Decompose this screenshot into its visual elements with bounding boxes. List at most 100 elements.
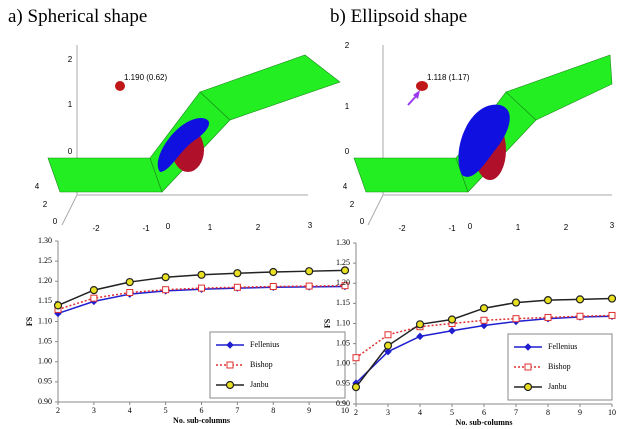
marker [608,311,616,319]
z-tick-label: 0 [68,147,73,156]
marker [233,283,241,291]
x-tick-label: 3 [308,221,313,230]
marker [125,277,134,287]
y-tick-label: 1.30 [336,238,350,247]
x-tick-label: 2 [564,223,569,232]
legend-marker [523,382,533,392]
annotation: 1.190 (0.62) [124,73,167,82]
x-tick-label: 5 [450,408,454,417]
x-axis-label: No. sub-columns [456,418,513,427]
marker [126,289,134,297]
line-chart: 0.90 0.95 1.00 1.05 1.10 1.15 1.20 1.25 1.30 2 3 4 5… [323,238,617,427]
marker [384,331,392,339]
x-tick-label: 4 [418,408,422,417]
x-tick-label: 3 [386,408,390,417]
x-tick-label: 1 [208,223,213,232]
x-tick-label: 0 [468,222,473,231]
center-marker [115,81,125,91]
x-tick-label: 4 [128,406,132,415]
x-tick-label: 10 [608,408,616,417]
legend: Fellenius Bishop Janbu [507,333,613,401]
y-tick-label: 1.15 [38,296,52,305]
y-tick-label: 0.90 [336,399,350,408]
y-axis [367,194,384,226]
legend-marker [524,363,532,371]
x-tick-label: 2 [354,408,358,417]
marker [161,273,170,282]
x-tick-label: -2 [398,224,406,233]
panel-title: b) Ellipsoid shape [330,6,467,27]
y-tick-label: 0 [360,217,365,226]
annotation: 1.118 (1.17) [427,73,470,82]
x-tick-label: 2 [56,406,60,415]
y-tick-label: 1.20 [38,276,52,285]
ground-low [353,157,469,193]
x-tick-label: 5 [164,406,168,415]
legend-label: Fellenius [548,342,577,351]
panel-title: a) Spherical shape [8,6,147,27]
y-tick-label: 4 [35,182,40,191]
marker [90,294,98,302]
legend-label: Fellenius [250,340,279,349]
ground-high [199,54,341,121]
z-tick-label: 2 [68,55,73,64]
x-tick-label: 3 [92,406,96,415]
legend: Fellenius Bishop Janbu [209,331,346,399]
marker [352,354,360,362]
y-tick-label: 0.95 [38,377,52,386]
y-tick-label: 1.25 [38,256,52,265]
y-tick-label: 0.95 [336,379,350,388]
legend-label: Bishop [250,360,273,369]
scene-b: 1.118 (1.17) [353,45,613,226]
y-tick-label: 1.20 [336,278,350,287]
x-tick-label: 0 [166,222,171,231]
marker [544,313,552,321]
x-tick-label: 7 [514,408,518,417]
slip-body [458,104,510,177]
legend-marker [225,380,235,390]
marker [383,341,393,350]
marker [511,298,521,307]
y-tick-label: 1.05 [38,336,52,345]
x-tick-label: -1 [142,224,150,233]
y-tick-label: 0 [53,217,58,226]
legend-marker [524,343,532,351]
y-tick-label: 1.10 [336,318,350,327]
y-axis-label: FS [323,318,332,328]
x-tick-label: 10 [341,406,349,415]
x-tick-label: 9 [307,406,311,415]
arrow-head [413,90,420,99]
legend-label: Janbu [250,380,269,389]
marker [384,347,392,356]
marker [607,294,617,303]
z-tick-label: 1 [68,100,73,109]
marker [233,269,242,278]
x-tick-label: -1 [448,224,456,233]
marker [575,295,585,304]
legend-label: Janbu [548,382,567,391]
y-tick-label: 1.00 [336,359,350,368]
y-tick-label: 1.25 [336,258,350,267]
marker [340,266,350,275]
marker [512,315,520,323]
x-tick-label: 1 [516,223,521,232]
y-tick-label: 4 [343,182,348,191]
marker [543,296,553,305]
y-axis-label: FS [25,316,34,326]
x-tick-label: 7 [235,406,239,415]
marker [448,327,456,335]
ground-high [505,54,613,121]
marker [197,270,206,279]
x-tick-label: 3 [610,221,615,230]
y-axis [61,194,78,226]
z-tick-label: 0 [345,147,350,156]
x-tick-label: -2 [92,224,100,233]
y-tick-label: 1.10 [38,316,52,325]
x-tick-label: 6 [482,408,486,417]
z-tick-label: 2 [345,41,350,50]
marker [341,282,349,290]
marker [162,286,170,294]
y-tick-label: 0.90 [38,397,52,406]
